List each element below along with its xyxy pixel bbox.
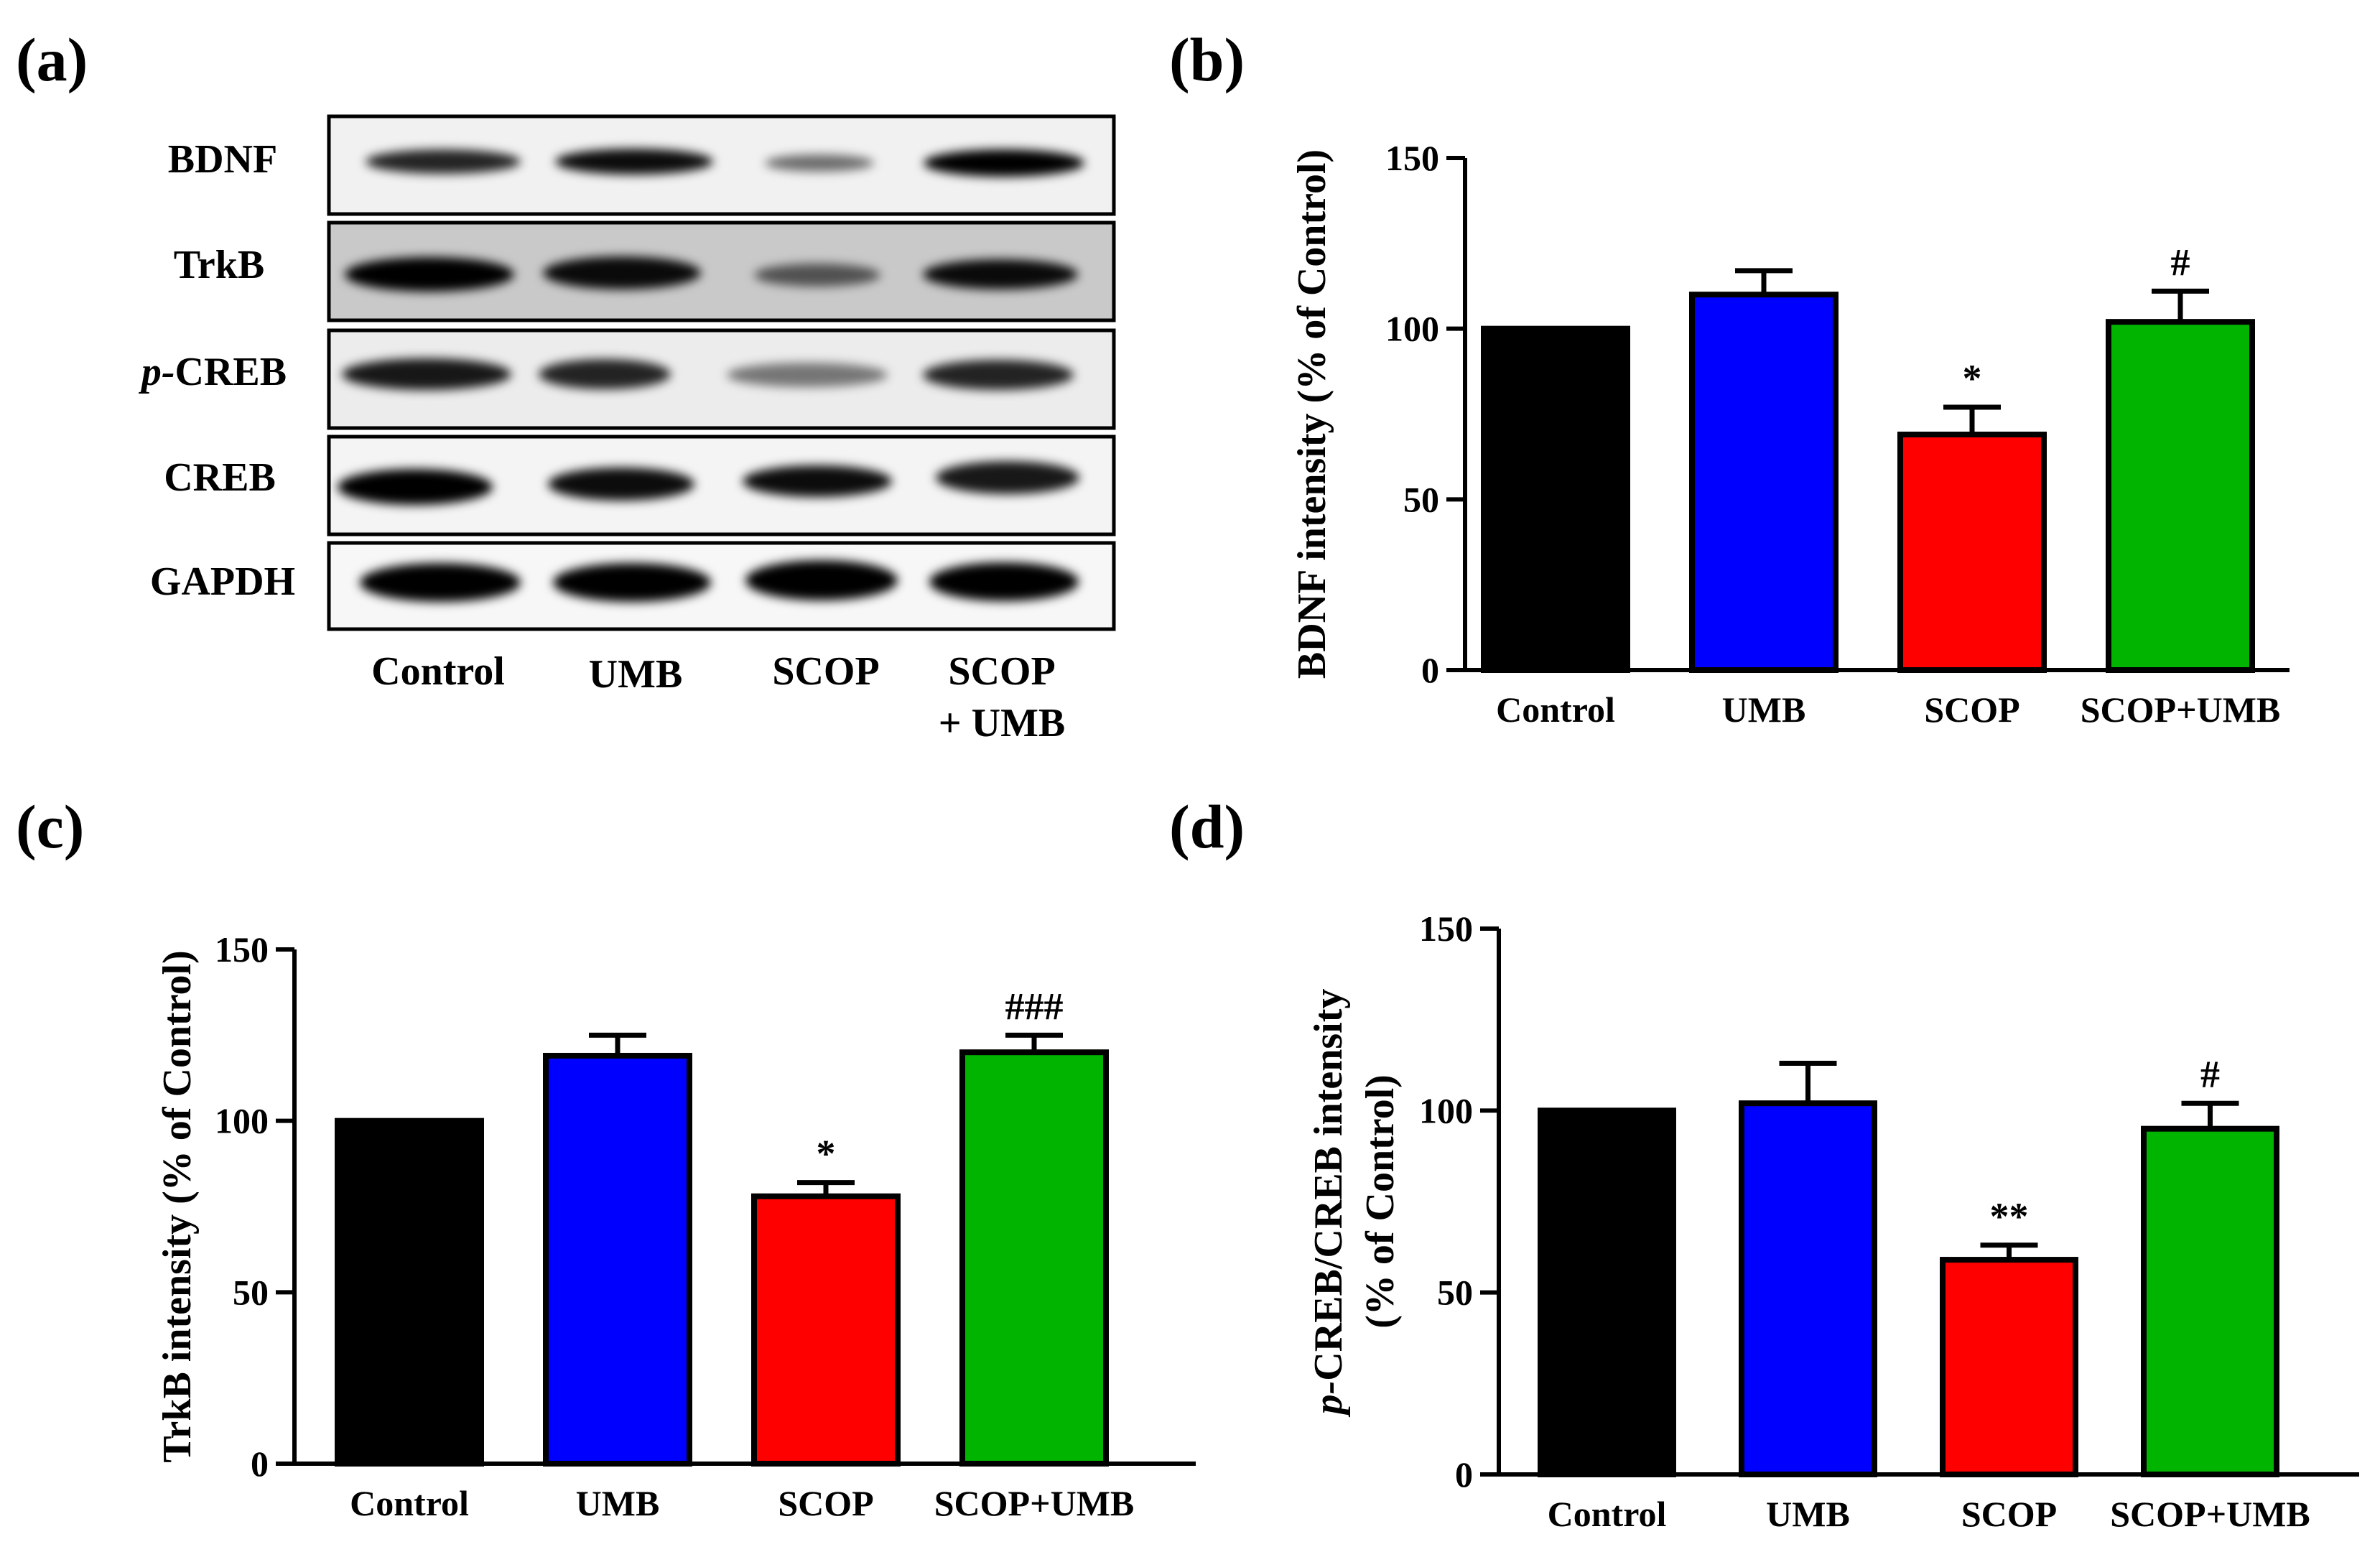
bar-c-umb: [543, 1052, 692, 1467]
y-tick-label-b-150: 150: [1385, 138, 1439, 178]
bar-d-umb: [1739, 1100, 1877, 1477]
blot-lane-label-scop-umb-line2: + UMB: [939, 701, 1066, 745]
chart-b-bdnf: 0 50 100 150 Control UMB * SCOP # SCOP+UMB BDNF in…: [1290, 138, 2290, 730]
band-bdnf-lane-1: [366, 149, 521, 174]
y-tick-label-c-50: 50: [233, 1272, 269, 1312]
x-label-d-1: UMB: [1766, 1494, 1850, 1534]
band-trkb-lane-3: [754, 264, 880, 287]
blot-row-label-p-creb-text: CREB: [175, 350, 287, 394]
y-tick-label-d-50: 50: [1437, 1273, 1473, 1313]
x-label-c-3: SCOP+UMB: [934, 1483, 1135, 1523]
significance-c-2: *: [817, 1133, 836, 1176]
band-p-creb-lane-3: [727, 363, 888, 387]
chart-c-trkb: 0 50 100 150 Control UMB * SCOP ### SCOP+UMB TrkB …: [155, 929, 1196, 1523]
band-creb-lane-3: [743, 465, 892, 497]
blot-row-label-creb: CREB: [164, 455, 276, 500]
band-bdnf-lane-2: [555, 149, 713, 175]
band-gapdh-lane-2: [553, 563, 711, 602]
band-creb-lane-4: [936, 461, 1079, 494]
y-axis-title-d-prefix: p-: [1306, 1381, 1351, 1418]
y-tick-label-c-0: 0: [251, 1444, 269, 1484]
y-axis-title-d-line2: (% of Control): [1358, 1074, 1403, 1329]
x-label-c-0: Control: [350, 1483, 469, 1523]
significance-b-3: #: [2171, 241, 2190, 284]
y-tick-label-b-100: 100: [1385, 309, 1439, 349]
bar-b-control: [1481, 325, 1630, 673]
band-creb-lane-2: [548, 468, 694, 501]
panel-label-d: (d): [1169, 792, 1245, 861]
x-label-d-3: SCOP+UMB: [2110, 1494, 2310, 1534]
bar-b-scop: [1897, 432, 2047, 674]
bar-b-umb: [1689, 292, 1839, 673]
bar-b-scop-umb: [2106, 319, 2255, 673]
significance-b-2: *: [1963, 357, 1982, 400]
band-p-creb-lane-2: [539, 359, 671, 389]
significance-d-3: #: [2200, 1053, 2220, 1096]
band-creb-lane-1: [338, 469, 493, 505]
band-gapdh-lane-4: [929, 562, 1079, 601]
bar-d-control: [1538, 1107, 1676, 1478]
y-tick-label-d-0: 0: [1455, 1454, 1473, 1495]
panel-label-a: (a): [16, 25, 88, 94]
bar-c-scop: [751, 1193, 901, 1467]
y-tick-label-c-150: 150: [215, 929, 269, 970]
significance-c-3: ###: [1005, 985, 1064, 1028]
x-label-c-1: UMB: [576, 1483, 660, 1523]
blot-row-label-gapdh: GAPDH: [150, 559, 295, 604]
band-trkb-lane-2: [543, 256, 701, 289]
blot-lane-label-umb: UMB: [589, 652, 683, 697]
y-tick-label-b-0: 0: [1421, 650, 1439, 690]
band-bdnf-lane-4: [924, 149, 1084, 177]
band-gapdh-lane-3: [745, 560, 898, 600]
bar-d-scop-umb: [2141, 1125, 2279, 1477]
blot-row-label-trkb: TrkB: [174, 243, 265, 287]
y-tick-label-c-100: 100: [215, 1101, 269, 1141]
western-blot-panel: BDNF TrkB p-CREB CREB GAPDH: [139, 114, 1116, 745]
bar-d-scop: [1940, 1257, 2078, 1477]
x-label-d-2: SCOP: [1961, 1494, 2057, 1534]
y-tick-label-d-100: 100: [1419, 1090, 1473, 1130]
band-trkb-lane-1: [345, 257, 514, 292]
x-label-c-2: SCOP: [778, 1483, 873, 1523]
blot-row-prefix-p: p-: [139, 350, 175, 394]
panel-label-c: (c): [16, 792, 84, 861]
blot-lane-label-scop: SCOP: [772, 649, 879, 694]
blot-lane-label-scop-umb: SCOP: [948, 649, 1055, 694]
y-tick-label-b-50: 50: [1403, 479, 1439, 519]
band-p-creb-lane-1: [342, 358, 511, 390]
x-label-b-2: SCOP: [1924, 689, 2019, 730]
x-label-d-0: Control: [1548, 1494, 1667, 1534]
x-label-b-1: UMB: [1722, 689, 1806, 730]
y-tick-label-d-150: 150: [1419, 909, 1473, 949]
panel-label-b: (b): [1169, 25, 1245, 94]
band-trkb-lane-4: [923, 259, 1078, 289]
bar-c-scop-umb: [959, 1049, 1109, 1467]
significance-d-2: **: [1990, 1195, 2029, 1238]
bar-c-control: [335, 1117, 484, 1467]
band-p-creb-lane-4: [923, 360, 1074, 390]
x-label-b-0: Control: [1496, 689, 1615, 730]
band-gapdh-lane-1: [360, 563, 521, 602]
blot-row-label-p-creb: p-CREB: [139, 350, 287, 394]
y-axis-title-b: BDNF intensity (% of Control): [1290, 149, 1334, 679]
y-axis-title-d-line1-text: CREB/CREB intensity: [1306, 989, 1351, 1381]
y-axis-title-d-line1: p-CREB/CREB intensity: [1306, 989, 1351, 1418]
blot-row-label-bdnf: BDNF: [168, 137, 277, 182]
band-bdnf-lane-3: [765, 154, 874, 172]
blot-lane-label-control: Control: [371, 649, 505, 694]
x-label-b-3: SCOP+UMB: [2081, 689, 2281, 730]
y-axis-title-c: TrkB intensity (% of Control): [155, 950, 200, 1462]
chart-d-p-creb: 0 50 100 150 Control UMB ** SCOP # SCOP+UMB p-CREB…: [1306, 909, 2359, 1534]
